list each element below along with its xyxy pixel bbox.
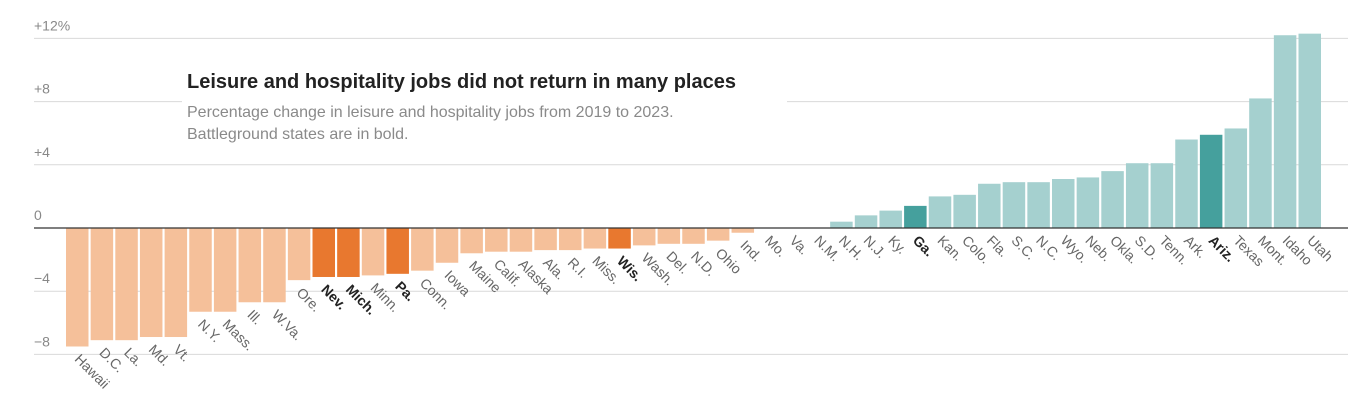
bar xyxy=(189,228,212,312)
category-label: Ky. xyxy=(885,232,910,257)
y-tick-label: +8 xyxy=(34,81,50,97)
category-label: Wyo. xyxy=(1058,232,1092,266)
category-label: Va. xyxy=(787,232,812,257)
bar xyxy=(1101,171,1124,228)
category-label: N.C. xyxy=(1033,232,1064,263)
bar xyxy=(1052,179,1075,228)
y-tick-label: 0 xyxy=(34,207,42,223)
bar xyxy=(1002,182,1026,228)
bar xyxy=(287,228,311,281)
category-label: Md. xyxy=(146,341,174,369)
bar xyxy=(632,228,656,246)
bar xyxy=(139,228,163,338)
category-label: Ind. xyxy=(737,237,765,265)
bar xyxy=(115,228,138,341)
category-label: Kan. xyxy=(935,232,967,264)
bar xyxy=(706,228,730,241)
bar xyxy=(657,228,681,244)
bar xyxy=(830,221,853,228)
bar xyxy=(66,228,89,347)
category-label: Mo. xyxy=(762,232,790,260)
bar xyxy=(1298,33,1321,228)
bar xyxy=(485,228,508,252)
category-label: Ga. xyxy=(910,232,937,259)
bar xyxy=(953,194,976,228)
category-label: N.Y. xyxy=(195,316,224,345)
category-label: N.D. xyxy=(688,248,719,279)
category-label: N.M. xyxy=(811,232,843,264)
bar xyxy=(559,228,582,251)
bar xyxy=(411,228,434,271)
category-label: Nev. xyxy=(318,281,349,312)
bar xyxy=(460,228,483,254)
y-tick-label: +12% xyxy=(34,17,70,33)
bar xyxy=(583,228,607,249)
bar xyxy=(682,228,705,244)
category-label: Neb. xyxy=(1082,232,1114,264)
bars xyxy=(66,33,1321,347)
bar xyxy=(1249,98,1272,228)
category-label: S.C. xyxy=(1008,232,1039,263)
bar xyxy=(435,228,459,263)
category-label: Ariz. xyxy=(1206,232,1239,265)
category-label: R.I. xyxy=(565,254,592,281)
category-label: Ill. xyxy=(244,306,265,327)
bar xyxy=(1125,163,1149,228)
y-tick-label: −4 xyxy=(34,270,50,286)
bar xyxy=(1150,163,1174,228)
bar xyxy=(854,215,878,228)
bar xyxy=(978,183,1001,228)
bar xyxy=(164,228,188,338)
category-label: Ore. xyxy=(294,284,325,315)
bar xyxy=(1027,182,1050,228)
y-tick-label: +4 xyxy=(34,144,50,160)
chart-header: Leisure and hospitality jobs did not ret… xyxy=(182,70,787,150)
y-tick-label: −8 xyxy=(34,333,50,349)
bar xyxy=(213,228,237,312)
bar xyxy=(238,228,262,303)
chart-title: Leisure and hospitality jobs did not ret… xyxy=(187,71,736,93)
bar xyxy=(1076,177,1100,228)
bar xyxy=(337,228,360,277)
bar xyxy=(904,205,927,228)
bar xyxy=(263,228,286,303)
category-label: N.H. xyxy=(836,232,867,263)
bar xyxy=(90,228,114,341)
bar xyxy=(1199,134,1223,228)
category-label: N.J. xyxy=(861,232,890,261)
bar xyxy=(879,210,902,228)
bar xyxy=(1224,128,1248,228)
bar xyxy=(361,228,385,276)
bar xyxy=(534,228,557,251)
bar xyxy=(1273,35,1297,228)
bar xyxy=(509,228,533,252)
category-label: Miss. xyxy=(589,253,623,287)
category-label: W.Va. xyxy=(269,306,306,343)
bar xyxy=(928,196,952,228)
bar xyxy=(312,228,335,277)
category-label: Vt. xyxy=(170,341,193,364)
bar xyxy=(608,228,631,249)
bar xyxy=(731,228,755,233)
chart-subtitle: Percentage change in leisure and hospita… xyxy=(187,104,674,143)
bar xyxy=(1175,139,1198,228)
bar xyxy=(386,228,409,274)
